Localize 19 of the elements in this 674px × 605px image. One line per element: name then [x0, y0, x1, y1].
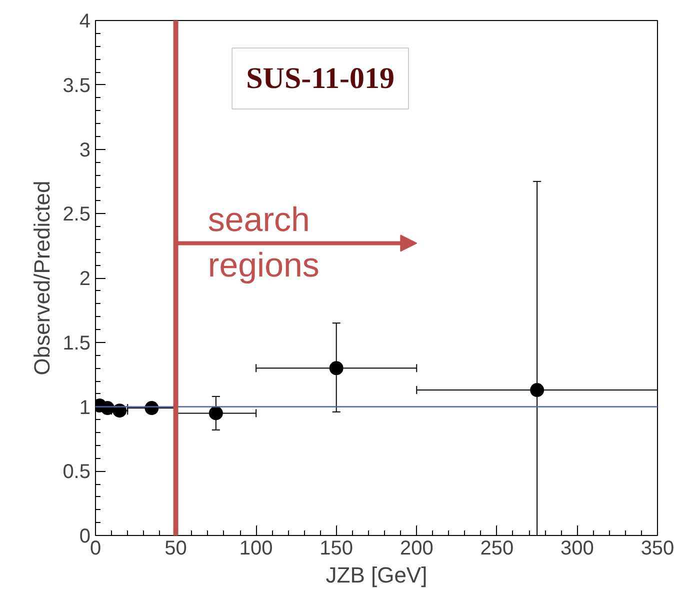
y-tick-label: 1 — [79, 396, 90, 419]
y-tick-label: 3.5 — [62, 74, 91, 97]
x-tick-label: 100 — [239, 538, 273, 560]
x-tick-label: 350 — [640, 538, 674, 560]
x-axis-title: JZB [GeV] — [326, 562, 428, 588]
x-tick-label: 250 — [480, 538, 514, 560]
annotation: SUS-11-019 — [246, 62, 394, 95]
y-tick-label: 0.5 — [62, 461, 91, 484]
x-tick-label: 150 — [320, 538, 354, 560]
x-tick-label: 200 — [400, 538, 434, 560]
x-tick-label: 300 — [560, 538, 594, 560]
x-tick-label: 50 — [164, 538, 187, 560]
y-tick-label: 4 — [79, 10, 90, 32]
y-tick-label: 2 — [79, 268, 90, 290]
annotation: search regions — [208, 200, 320, 284]
y-tick-label: 1.5 — [62, 332, 91, 354]
y-axis-title: Observed/Predicted — [30, 180, 55, 376]
y-tick-label: 2.5 — [62, 204, 91, 226]
y-tick-label: 3 — [79, 139, 90, 162]
